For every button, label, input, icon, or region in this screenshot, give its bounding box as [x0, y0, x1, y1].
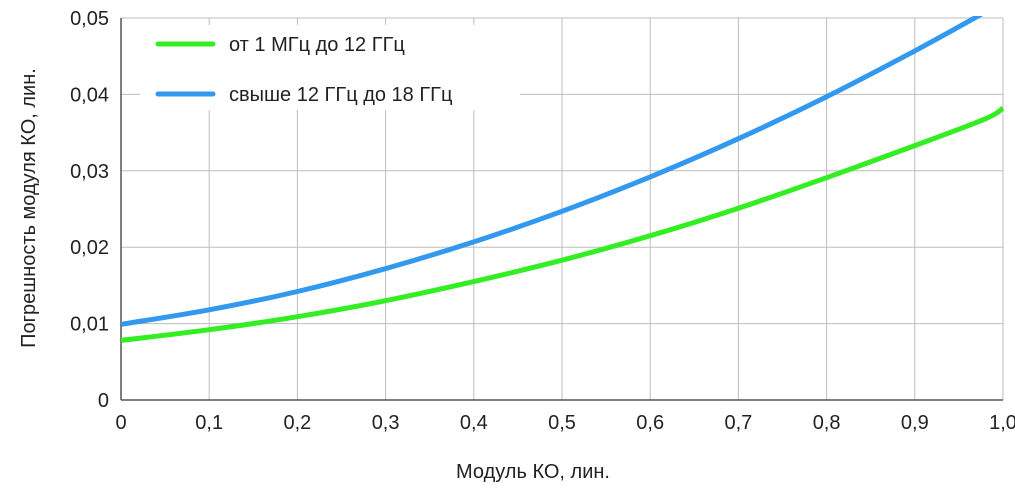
axes	[120, 18, 1003, 401]
series-line-1	[121, 106, 1005, 343]
x-tick-label: 0,5	[548, 412, 576, 434]
x-tick-label: 0,9	[901, 412, 929, 434]
x-tick-label: 0	[115, 412, 126, 434]
x-tick-label: 0,8	[813, 412, 841, 434]
x-tick-label: 0,4	[460, 412, 488, 434]
y-tick-label: 0,01	[70, 314, 109, 336]
x-tick-label: 0,6	[636, 412, 664, 434]
legend: от 1 МГц до 12 ГГц свыше 12 ГГц до 18 ГГ…	[140, 25, 520, 110]
series-group	[121, 16, 1005, 343]
x-tick-label: 1,0	[989, 412, 1015, 434]
y-tick-label: 0	[98, 390, 109, 412]
x-tick-label: 0,7	[724, 412, 752, 434]
y-tick-label: 0,04	[70, 84, 109, 106]
legend-label-series-1: от 1 МГц до 12 ГГц	[229, 34, 405, 56]
x-tick-label: 0,2	[283, 412, 311, 434]
x-tick-label: 0,1	[195, 412, 223, 434]
y-tick-label: 0,05	[70, 8, 109, 30]
x-axis-title: Модуль КО, лин.	[456, 461, 610, 483]
x-tick-label: 0,3	[372, 412, 400, 434]
tick-labels: 0 0,1 0,2 0,3 0,4 0,5 0,6 0,7 0,8 0,9 1,0 0 0,01 0,02…	[70, 8, 1015, 434]
series-line-2	[121, 16, 984, 327]
y-tick-label: 0,02	[70, 237, 109, 259]
y-tick-label: 0,03	[70, 161, 109, 183]
y-axis-title: Погрешность модуля КО, лин.	[18, 68, 40, 348]
legend-label-series-2: свыше 12 ГГц до 18 ГГц	[229, 84, 452, 106]
